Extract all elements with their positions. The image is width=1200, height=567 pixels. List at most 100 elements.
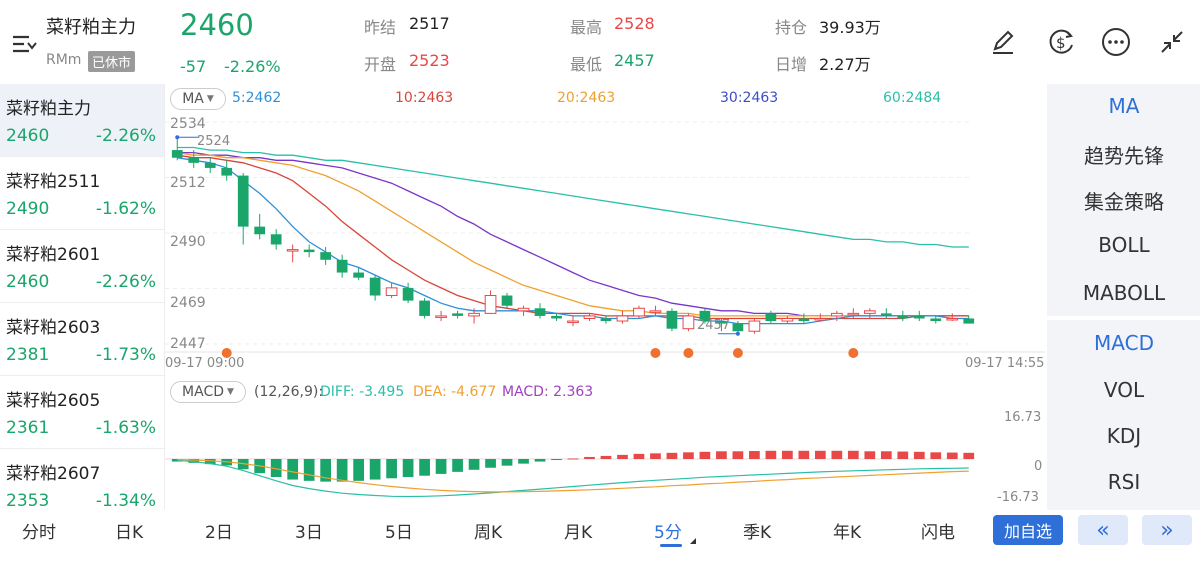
prev-button[interactable]: « xyxy=(1078,515,1128,545)
tab-5min[interactable]: 5分 xyxy=(654,523,682,543)
indicator-trend-pioneer[interactable]: 趋势先锋 xyxy=(1084,144,1164,168)
candle-body xyxy=(452,313,463,316)
indicator-vol[interactable]: VOL xyxy=(1103,378,1145,402)
min-marker-dot xyxy=(735,331,740,336)
candle-body xyxy=(517,307,530,312)
tab-flash[interactable]: 闪电 xyxy=(921,523,955,543)
add-watchlist-button[interactable]: 加自选 xyxy=(993,515,1063,545)
macd-axis-label: 16.73 xyxy=(1004,410,1042,425)
sort-menu-icon[interactable] xyxy=(6,26,42,62)
watchlist-item[interactable]: 菜籽粕2605 2361 -1.63% xyxy=(0,376,164,449)
tab-5day[interactable]: 5日 xyxy=(385,523,413,543)
macd-bar xyxy=(485,459,496,468)
macd-value: MACD: 2.363 xyxy=(502,384,594,400)
indicator-ma[interactable]: MA xyxy=(1108,94,1140,118)
candle-body xyxy=(221,167,233,176)
tab-2day[interactable]: 2日 xyxy=(205,523,233,543)
indicator-boll[interactable]: BOLL xyxy=(1098,233,1150,257)
candle-body xyxy=(484,295,497,314)
macd-bar xyxy=(287,459,299,480)
indicator-panel-sub xyxy=(1047,320,1200,510)
macd-params: (12,26,9): xyxy=(254,384,324,400)
watchlist-item[interactable]: 菜籽粕主力 2460 -2.26% xyxy=(0,84,164,157)
next-button[interactable]: » xyxy=(1142,515,1192,545)
watchlist-item[interactable]: 菜籽粕2607 2353 -1.34% xyxy=(0,449,164,522)
tab-monthly-k[interactable]: 月K xyxy=(564,523,593,543)
tab-quarterly-k[interactable]: 季K xyxy=(743,523,772,543)
candle-body xyxy=(682,315,695,330)
macd-bar xyxy=(732,451,744,459)
watchlist-item[interactable]: 菜籽粕2603 2381 -1.73% xyxy=(0,303,164,376)
currency-exchange-icon[interactable]: $ xyxy=(1043,24,1079,60)
stat-label: 最低 xyxy=(570,55,603,74)
macd-bar xyxy=(716,451,727,459)
macd-bar xyxy=(765,450,777,459)
macd-selector[interactable]: MACD ▼ xyxy=(170,381,246,403)
tab-yearly-k[interactable]: 年K xyxy=(833,523,862,543)
indicator-kdj[interactable]: KDJ xyxy=(1106,424,1142,448)
draw-pen-icon[interactable] xyxy=(985,24,1021,60)
svg-text:$: $ xyxy=(1056,34,1066,52)
candle-body xyxy=(583,315,596,319)
macd-bar xyxy=(633,453,645,459)
candle-body xyxy=(600,318,612,322)
price-change-pct: -2.26% xyxy=(224,57,281,76)
watchlist-item[interactable]: 菜籽粕2601 2460 -2.26% xyxy=(0,230,164,303)
macd-bar xyxy=(270,459,282,477)
ma60-value: 60:2484 xyxy=(883,90,942,106)
macd-bar xyxy=(880,451,892,459)
watchlist-item-pct: -1.62% xyxy=(95,199,156,219)
price-axis-label: 2512 xyxy=(170,175,206,191)
macd-bar xyxy=(336,459,348,482)
contract-title: 菜籽粕主力 xyxy=(46,17,136,38)
candle-body xyxy=(946,317,959,321)
watchlist-item[interactable]: 菜籽粕2511 2490 -1.62% xyxy=(0,157,164,230)
watchlist-item-name: 菜籽粕主力 xyxy=(6,99,91,119)
indicator-rsi[interactable]: RSI xyxy=(1107,470,1141,494)
watchlist-item-pct: -2.26% xyxy=(95,272,156,292)
macd-axis-label: 0 xyxy=(1034,459,1043,474)
indicator-gold-strategy[interactable]: 集金策略 xyxy=(1084,190,1164,214)
candle-body xyxy=(930,318,942,322)
tab-weekly-k[interactable]: 周K xyxy=(474,523,503,543)
macd-chart[interactable] xyxy=(165,406,1045,510)
watchlist-item-pct: -2.26% xyxy=(95,126,156,146)
tab-daily-k[interactable]: 日K xyxy=(115,523,144,543)
time-start-label: 09-17 09:00 xyxy=(165,356,245,371)
macd-bar xyxy=(831,450,843,459)
candle-body xyxy=(419,300,430,316)
candle-body xyxy=(369,277,381,296)
ma5-value: 5:2462 xyxy=(232,90,282,106)
candle-body xyxy=(468,312,480,317)
more-options-icon[interactable] xyxy=(1098,24,1134,60)
collapse-icon[interactable] xyxy=(1154,24,1190,60)
macd-bar xyxy=(501,459,513,466)
macd-bar xyxy=(452,459,463,472)
signal-dot xyxy=(848,348,859,358)
indicator-maboll[interactable]: MABOLL xyxy=(1082,281,1166,305)
candle-body xyxy=(320,252,332,260)
stat-value: 2517 xyxy=(409,14,450,33)
signal-dot xyxy=(732,348,743,358)
macd-bar xyxy=(666,452,678,459)
price-chart[interactable] xyxy=(165,112,1045,374)
tab-3day[interactable]: 3日 xyxy=(295,523,323,543)
watchlist-item-price: 2353 xyxy=(6,491,50,511)
macd-bar xyxy=(435,459,447,474)
macd-bar xyxy=(600,455,612,459)
candle-body xyxy=(897,315,909,319)
tab-5min-menu-icon xyxy=(690,538,696,544)
macd-bar xyxy=(913,451,925,459)
ma-selector[interactable]: MA ▼ xyxy=(170,88,226,110)
macd-selector-label: MACD xyxy=(182,384,225,400)
watchlist-item-price: 2381 xyxy=(6,345,50,365)
candle-body xyxy=(863,310,876,314)
indicator-macd[interactable]: MACD xyxy=(1094,331,1154,355)
macd-bar xyxy=(946,452,958,459)
stat-label: 持仓 xyxy=(775,18,808,37)
ma10-line xyxy=(177,154,969,320)
tab-intraday[interactable]: 分时 xyxy=(22,523,56,543)
status-badge: 已休市 xyxy=(88,51,136,72)
candle-body xyxy=(913,315,925,319)
candle-body xyxy=(303,249,315,253)
